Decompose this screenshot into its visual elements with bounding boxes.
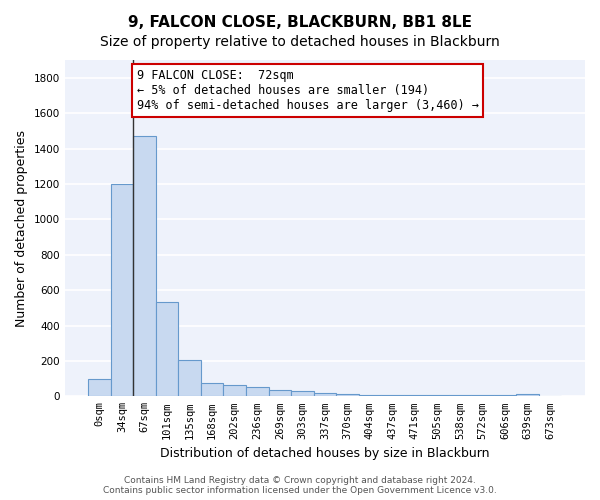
Bar	[516, 394, 539, 396]
Bar	[111, 184, 133, 396]
Bar	[133, 136, 156, 396]
Bar	[178, 360, 201, 397]
Bar	[314, 393, 336, 396]
Bar	[156, 302, 178, 396]
Bar	[359, 394, 381, 396]
Bar	[88, 380, 111, 396]
Bar	[269, 390, 291, 396]
Bar	[201, 383, 223, 396]
Bar	[246, 388, 269, 396]
Text: 9, FALCON CLOSE, BLACKBURN, BB1 8LE: 9, FALCON CLOSE, BLACKBURN, BB1 8LE	[128, 15, 472, 30]
Text: Contains HM Land Registry data © Crown copyright and database right 2024.
Contai: Contains HM Land Registry data © Crown c…	[103, 476, 497, 495]
Text: Size of property relative to detached houses in Blackburn: Size of property relative to detached ho…	[100, 35, 500, 49]
Text: 9 FALCON CLOSE:  72sqm
← 5% of detached houses are smaller (194)
94% of semi-det: 9 FALCON CLOSE: 72sqm ← 5% of detached h…	[137, 69, 479, 112]
Y-axis label: Number of detached properties: Number of detached properties	[15, 130, 28, 326]
X-axis label: Distribution of detached houses by size in Blackburn: Distribution of detached houses by size …	[160, 447, 490, 460]
Bar	[336, 394, 359, 396]
Bar	[223, 385, 246, 396]
Bar	[291, 391, 314, 396]
